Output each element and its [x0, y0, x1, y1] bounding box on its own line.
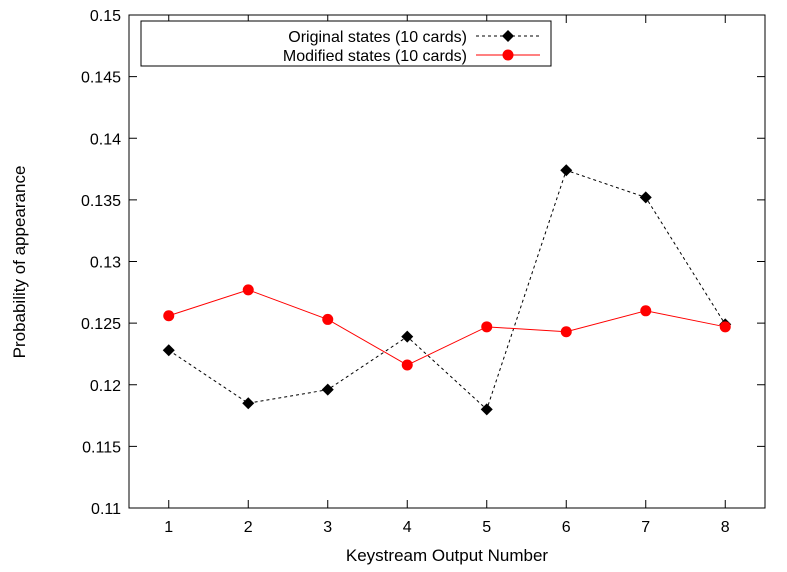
y-tick-label: 0.14: [90, 131, 121, 148]
y-tick-label: 0.145: [81, 70, 121, 87]
data-point: [401, 330, 414, 343]
y-tick-label: 0.135: [81, 193, 121, 210]
data-point: [639, 191, 652, 204]
legend-marker-original: [502, 30, 514, 42]
data-point: [640, 305, 652, 317]
data-point: [480, 403, 493, 416]
y-tick-label: 0.115: [82, 439, 121, 456]
axis-ticks: 0.11 0.115 0.12 0.125 0.13 0.135 0.14 0.145 0.15…: [81, 8, 765, 536]
y-tick-label: 0.12: [90, 378, 121, 395]
data-point: [560, 164, 573, 177]
y-tick-label: 0.15: [90, 8, 121, 25]
legend-label-original: Original states (10 cards): [288, 29, 467, 46]
series-line: [168, 289, 726, 366]
data-point: [321, 383, 334, 396]
data-point: [162, 344, 175, 357]
data-point: [163, 310, 175, 322]
legend-label-modified: Modified states (10 cards): [283, 48, 467, 65]
x-tick-label: 2: [244, 519, 253, 536]
legend-box: [140, 20, 552, 67]
y-tick-label: 0.13: [90, 255, 121, 272]
data-point: [401, 359, 413, 371]
data-point: [560, 326, 572, 338]
x-tick-label: 1: [164, 519, 173, 536]
legend-marker-modified: [502, 49, 514, 61]
x-tick-label: 6: [562, 519, 571, 536]
y-tick-label: 0.11: [91, 501, 121, 518]
data-point: [242, 284, 254, 296]
series-line: [168, 169, 726, 411]
x-tick-label: 7: [641, 519, 650, 536]
x-tick-label: 8: [721, 519, 730, 536]
x-axis-label: Keystream Output Number: [346, 546, 549, 565]
y-axis-label: Probability of appearance: [10, 166, 29, 359]
x-tick-label: 5: [482, 519, 491, 536]
y-tick-label: 0.125: [81, 316, 121, 333]
x-tick-label: 4: [403, 519, 412, 536]
data-point: [242, 397, 255, 410]
plot-frame: [128, 14, 766, 509]
data-point: [719, 321, 731, 333]
series-modified: [163, 284, 731, 371]
data-point: [481, 321, 493, 333]
series-layer: [162, 164, 732, 416]
x-tick-label: 3: [323, 519, 332, 536]
legend: Original states (10 cards) Modified stat…: [140, 20, 552, 67]
data-point: [322, 313, 334, 325]
